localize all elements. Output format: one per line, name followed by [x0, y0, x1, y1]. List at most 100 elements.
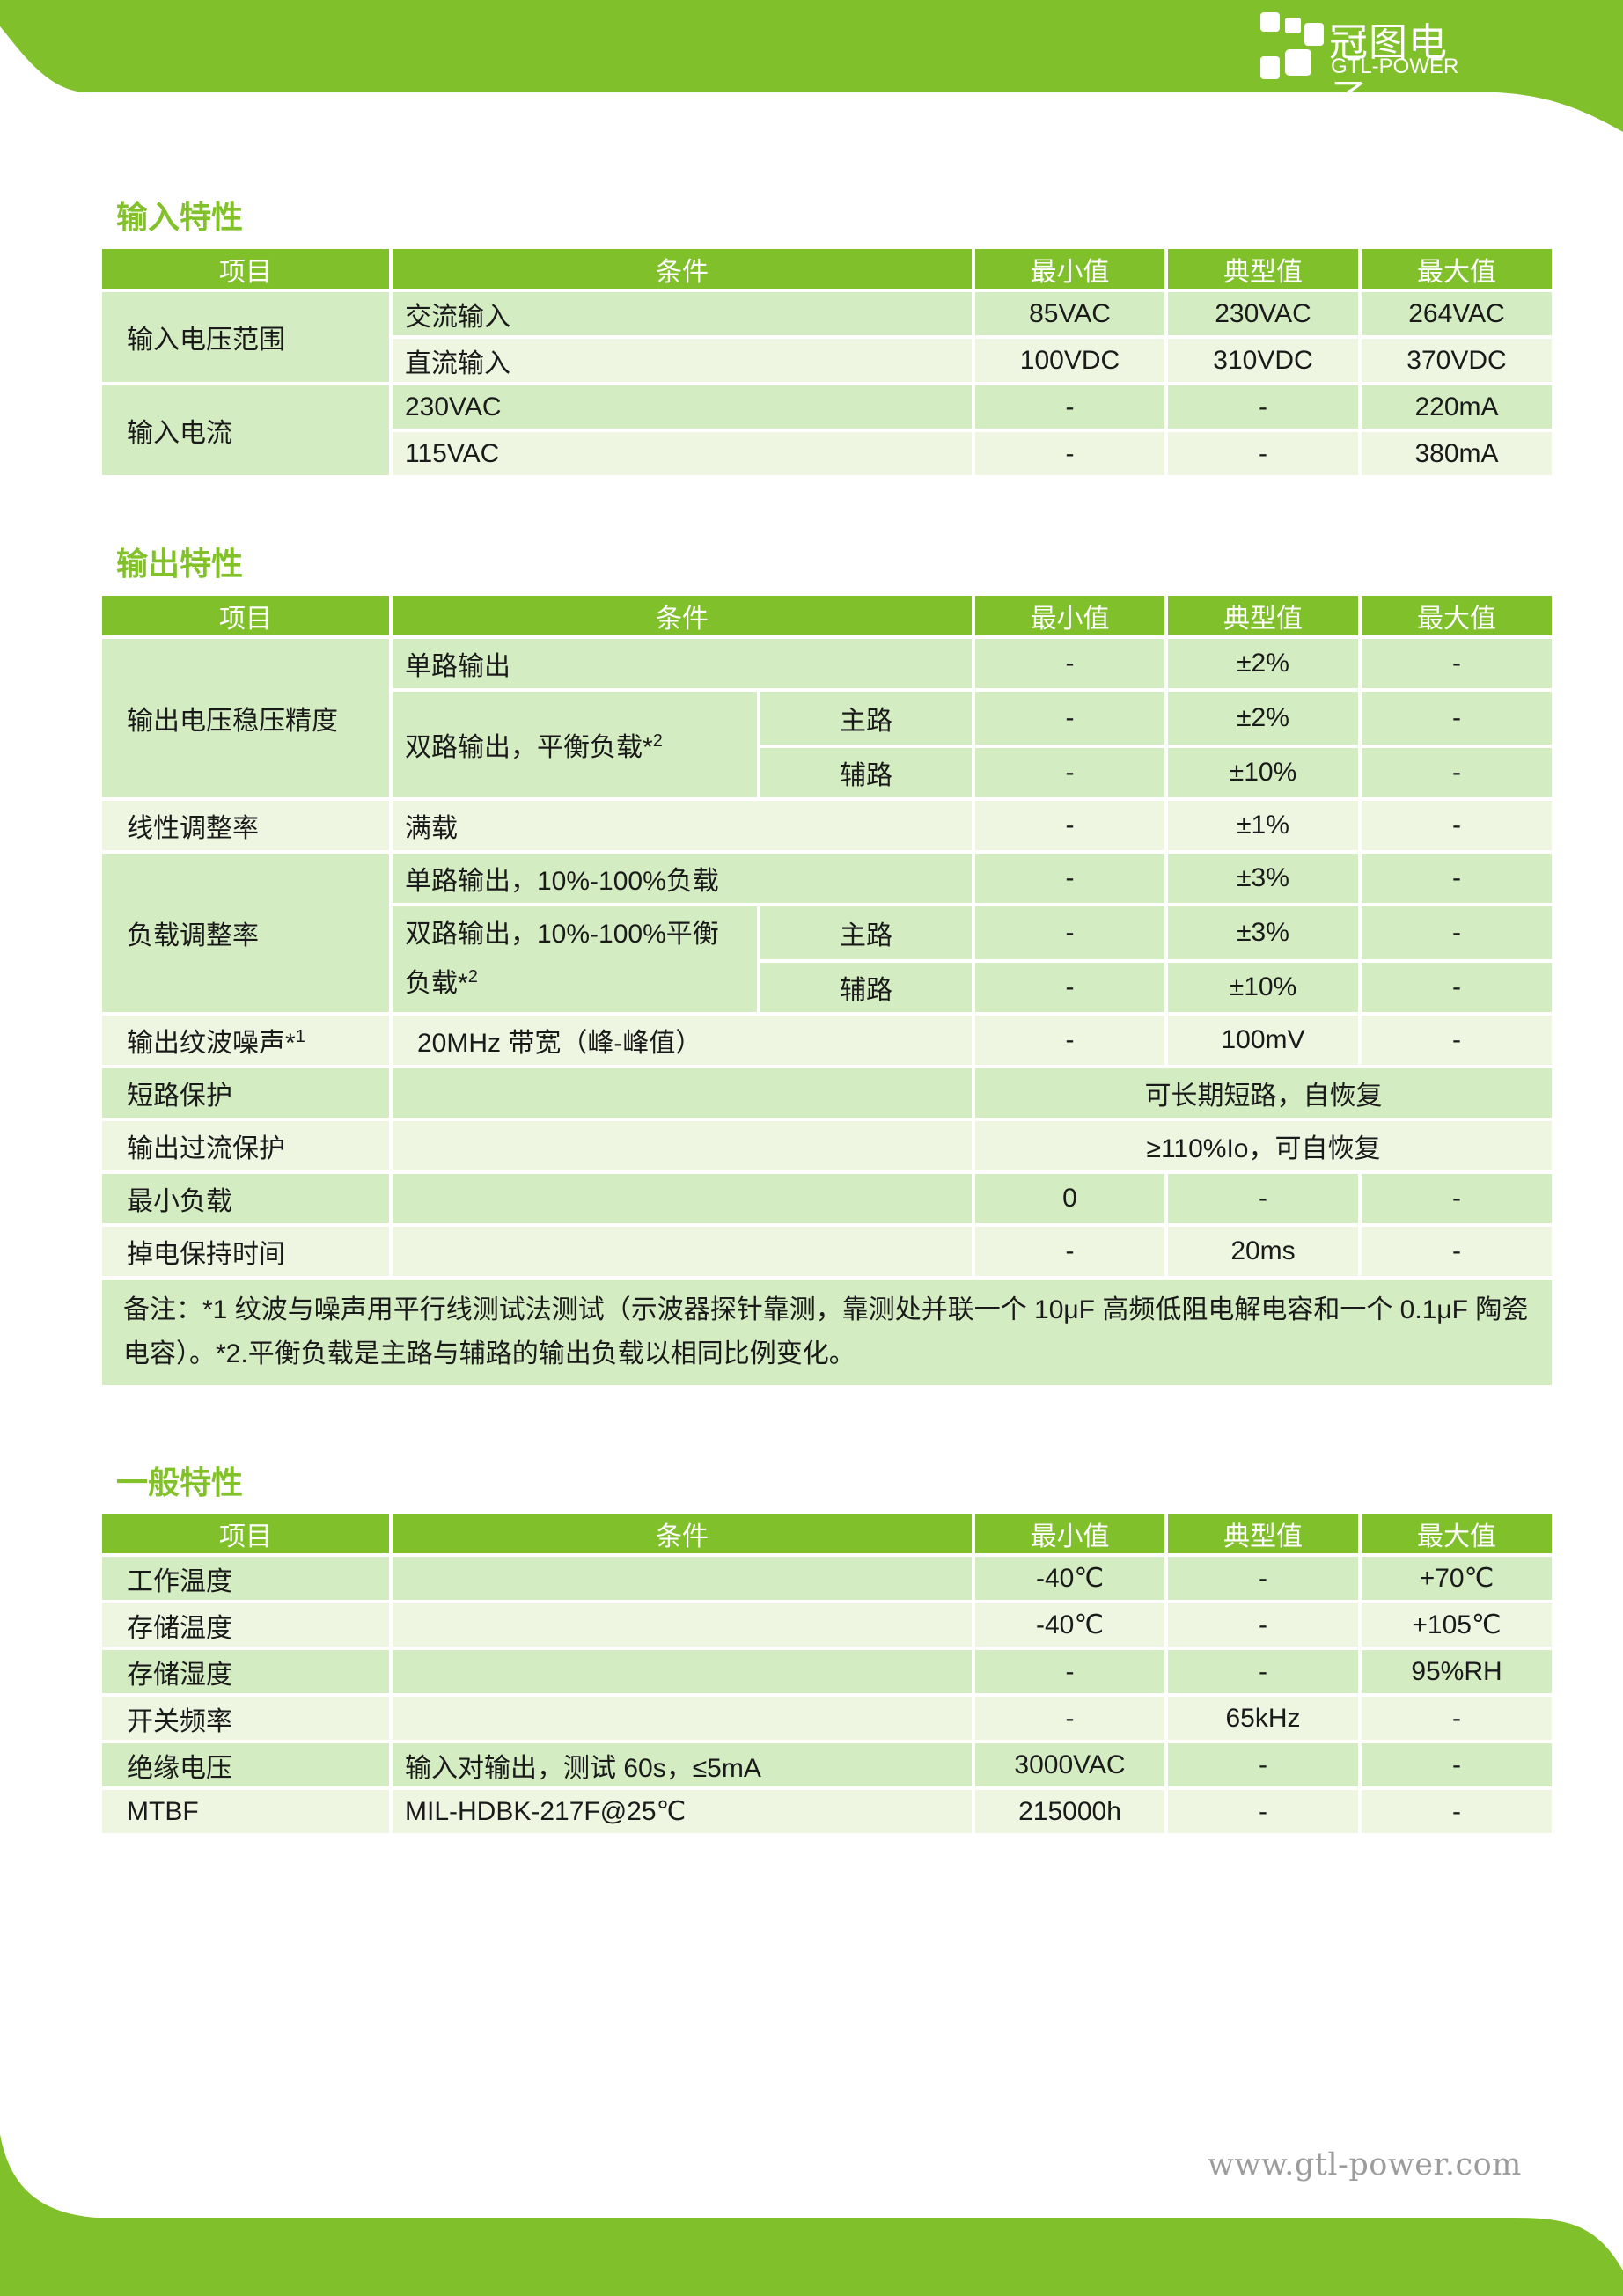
note-row: 备注：*1 纹波与噪声用平行线测试法测试（示波器探针靠测，靠测处并联一个 10μ…: [102, 1280, 1552, 1385]
table-row: 输出纹波噪声*1 20MHz 带宽（峰-峰值） - 100mV -: [102, 1016, 1552, 1065]
row-max: -: [1362, 906, 1552, 959]
table-row: 存储湿度 - - 95%RH: [102, 1650, 1552, 1693]
row-item: 输入电流: [102, 385, 389, 475]
table-header-row: 项目 条件 最小值 典型值 最大值: [102, 596, 1552, 635]
brand-name-cn: 冠图电子: [1329, 20, 1448, 121]
row-min: 100VDC: [975, 339, 1164, 382]
note-text: 备注：*1 纹波与噪声用平行线测试法测试（示波器探针靠测，靠测处并联一个 10μ…: [102, 1280, 1552, 1385]
header-min: 最小值: [975, 249, 1164, 289]
footer-website-link[interactable]: www.gtl-power.com: [1208, 2147, 1522, 2182]
row-typ: ±10%: [1168, 963, 1358, 1012]
row-min: -: [975, 692, 1164, 745]
logo-mark-icon: [1260, 12, 1324, 79]
row-min: 3000VAC: [975, 1743, 1164, 1786]
output-section-title: 输出特性: [116, 546, 244, 583]
row-typ: 310VDC: [1168, 339, 1358, 382]
header-condition: 条件: [393, 596, 972, 635]
row-max: -: [1362, 692, 1552, 745]
row-condition: [393, 1697, 972, 1740]
table-row: 线性调整率 满载 - ±1% -: [102, 801, 1552, 850]
row-max: -: [1362, 801, 1552, 850]
footnote-mark: 2: [467, 967, 478, 987]
row-condition: [393, 1650, 972, 1693]
table-row: 输出电压稳压精度 单路输出 - ±2% -: [102, 639, 1552, 797]
row-condition: [393, 1174, 972, 1223]
row-typ: ±2%: [1168, 639, 1358, 688]
row-typ: -: [1168, 385, 1358, 429]
table-row: 短路保护 可长期短路，自恢复: [102, 1068, 1552, 1118]
row-min: -: [975, 1650, 1164, 1693]
row-condition: [393, 1068, 972, 1118]
row-item: 存储温度: [102, 1603, 389, 1647]
table-row: 绝缘电压 输入对输出，测试 60s，≤5mA 3000VAC - -: [102, 1743, 1552, 1786]
row-condition: 单路输出: [393, 639, 972, 688]
row-min: -: [975, 639, 1164, 688]
row-min: -: [975, 432, 1164, 475]
row-item: 绝缘电压: [102, 1743, 389, 1786]
row-max: 220mA: [1362, 385, 1552, 429]
row-item: 输入电压范围: [102, 292, 389, 382]
brand-name-en: GTL-POWER: [1331, 55, 1459, 78]
header-max: 最大值: [1362, 596, 1552, 635]
row-max: -: [1362, 748, 1552, 797]
row-typ: -: [1168, 1174, 1358, 1223]
row-item: 最小负载: [102, 1174, 389, 1223]
header-band: [0, 0, 1623, 132]
footer-band: [0, 2134, 1623, 2296]
row-typ: ±1%: [1168, 801, 1358, 850]
general-table: 项目 条件 最小值 典型值 最大值 工作温度 -40℃ - +70℃ 存储温度 …: [99, 1510, 1555, 1837]
row-max: 380mA: [1362, 432, 1552, 475]
row-item: MTBF: [102, 1790, 389, 1833]
row-min: -: [975, 1697, 1164, 1740]
row-max: -: [1362, 854, 1552, 903]
ripple-item-text: 输出纹波噪声*: [127, 1029, 296, 1058]
row-condition: 双路输出，10%-100%平衡 负载*2: [393, 906, 757, 1012]
table-row: 115VAC - - 380mA: [102, 432, 1552, 475]
general-section-title: 一般特性: [116, 1465, 244, 1501]
header-item: 项目: [102, 596, 389, 635]
table-row: 输入电流 230VAC - - 220mA: [102, 385, 1552, 475]
row-min: -: [975, 748, 1164, 797]
row-item: 输出电压稳压精度: [102, 639, 389, 797]
row-item: 负载调整率: [102, 854, 389, 1012]
row-typ: ±3%: [1168, 906, 1358, 959]
row-min: -: [975, 801, 1164, 850]
row-typ: ±10%: [1168, 748, 1358, 797]
row-max: -: [1362, 1697, 1552, 1740]
row-condition: MIL-HDBK-217F@25℃: [393, 1790, 972, 1833]
row-typ: -: [1168, 1603, 1358, 1647]
table-row: 最小负载 0 - -: [102, 1174, 1552, 1223]
row-max: +105℃: [1362, 1603, 1552, 1647]
row-typ: -: [1168, 1557, 1358, 1600]
table-row: 开关频率 - 65kHz -: [102, 1697, 1552, 1740]
table-header-row: 项目 条件 最小值 典型值 最大值: [102, 249, 1552, 289]
row-value: 可长期短路，自恢复: [975, 1068, 1552, 1118]
header-min: 最小值: [975, 596, 1164, 635]
row-max: -: [1362, 1174, 1552, 1223]
row-condition: 20MHz 带宽（峰-峰值）: [393, 1016, 972, 1065]
row-min: -: [975, 385, 1164, 429]
row-item: 开关频率: [102, 1697, 389, 1740]
header-typ: 典型值: [1168, 1514, 1358, 1553]
row-min: -: [975, 854, 1164, 903]
row-condition: 115VAC: [393, 432, 972, 475]
table-row: MTBF MIL-HDBK-217F@25℃ 215000h - -: [102, 1790, 1552, 1833]
row-condition: [393, 1603, 972, 1647]
table-row: 双路输出，平衡负载*2 主路 - ±2% -: [102, 692, 1552, 797]
table-row: 辅路 - ±10% -: [102, 963, 1552, 1012]
footnote-mark: 2: [652, 731, 663, 751]
row-item: 短路保护: [102, 1068, 389, 1118]
header-item: 项目: [102, 249, 389, 289]
dual-condition-text: 双路输出，平衡负载*: [405, 733, 653, 762]
row-min: -40℃: [975, 1603, 1164, 1647]
footnote-mark: 1: [295, 1027, 305, 1046]
row-min: -: [975, 963, 1164, 1012]
input-section-title: 输入特性: [116, 200, 244, 236]
dual-condition-line2: 负载*: [405, 969, 468, 998]
row-min: 0: [975, 1174, 1164, 1223]
table-row: 掉电保持时间 - 20ms -: [102, 1227, 1552, 1276]
row-condition: 输入对输出，测试 60s，≤5mA: [393, 1743, 972, 1786]
row-typ: -: [1168, 1650, 1358, 1693]
row-typ: -: [1168, 432, 1358, 475]
table-row: 辅路 - ±10% -: [102, 748, 1552, 797]
